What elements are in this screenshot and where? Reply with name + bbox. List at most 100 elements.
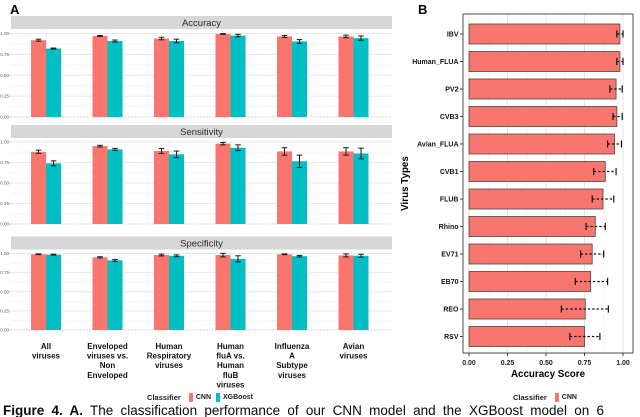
- plot-border: [462, 13, 634, 354]
- category-label-line: fluB: [223, 371, 239, 380]
- legend-label-cnn: CNN: [195, 394, 211, 401]
- y-axis-tick-label: 0.25: [0, 201, 9, 206]
- bar-xgboost: [292, 161, 307, 224]
- panel-a-chart: Accuracy 0.00 0.25 0.50 0.75 1.00 Sensitivity 0…: [0, 16, 392, 389]
- legend-title: Classifier: [513, 393, 547, 402]
- facet-strip: [11, 125, 392, 138]
- figure-caption: Figure 4. A. The classification performa…: [3, 403, 640, 417]
- bar-cnn: [154, 38, 169, 118]
- bar-cnn: [468, 243, 593, 265]
- y-axis-tick-label: 0.00: [0, 115, 9, 120]
- x-axis-tick-label: 0.25: [501, 360, 515, 367]
- bar-xgboost: [107, 260, 123, 330]
- bar-cnn: [468, 106, 618, 127]
- caption-figure-number: Figure 4. A.: [3, 403, 84, 417]
- panel-a-legend: Classifier CNN XGBoost: [0, 392, 400, 403]
- y-axis-tick-label: EB70: [441, 279, 459, 286]
- facet-strip-title: Specificity: [180, 238, 223, 249]
- legend-label-xgboost: XGBoost: [223, 394, 253, 401]
- category-label-line: viruses vs.: [87, 352, 128, 361]
- y-axis-tick-label: 0.00: [0, 222, 9, 227]
- y-axis-tick-label: Rhino: [439, 224, 459, 231]
- bar-cnn: [31, 151, 46, 224]
- y-axis-tick-label: FLUB: [440, 197, 459, 204]
- bar-xgboost: [292, 41, 307, 118]
- bar-xgboost: [230, 147, 246, 224]
- y-axis-tick-label: 0.25: [0, 94, 9, 99]
- bar-xgboost: [46, 48, 61, 117]
- category-label-line: Influenza: [275, 342, 310, 351]
- x-axis-tick-label: 0.50: [539, 360, 553, 367]
- panel-b-legend: Classifier CNN: [455, 392, 635, 403]
- bar-cnn: [468, 78, 617, 100]
- bar-xgboost: [230, 258, 246, 330]
- y-axis-tick-label: 0.75: [0, 160, 9, 165]
- x-axis-category-label: All viruses: [32, 342, 61, 361]
- bar-cnn: [277, 254, 292, 330]
- category-label-line: Respiratory: [147, 352, 192, 361]
- bar-cnn: [154, 255, 169, 330]
- category-label-line: viruses: [32, 352, 61, 361]
- caption-text: The classification performance of our CN…: [90, 403, 605, 417]
- facet-strip-title: Accuracy: [182, 18, 221, 29]
- bar-xgboost: [353, 255, 369, 330]
- bar-cnn: [338, 36, 354, 117]
- y-axis-tick-label: 0.75: [0, 270, 9, 275]
- category-label-line: All: [41, 342, 51, 351]
- bar-cnn: [92, 146, 108, 224]
- x-axis-tick-label: 1.00: [616, 360, 630, 367]
- bar-cnn: [92, 36, 108, 117]
- bar-cnn: [31, 254, 46, 330]
- y-axis-tick-label: 0.50: [0, 289, 9, 294]
- y-axis-tick-label: IBV: [447, 32, 459, 39]
- panel-a-label: A: [10, 2, 20, 17]
- cnn-color-swatch: [188, 393, 193, 402]
- bar-cnn: [468, 271, 592, 292]
- bar-cnn: [468, 23, 621, 45]
- y-axis-tick-label: RSV: [444, 334, 459, 341]
- bar-cnn: [338, 255, 354, 330]
- bar-xgboost: [169, 255, 184, 330]
- y-axis-tick-label: REO: [443, 307, 459, 314]
- panel-b-label: B: [418, 2, 428, 17]
- category-label-line: Avian: [343, 342, 365, 351]
- bar-cnn: [468, 216, 596, 237]
- xgboost-color-swatch: [216, 393, 220, 402]
- bar-cnn: [338, 151, 354, 224]
- bar-xgboost: [46, 163, 61, 224]
- category-label-line: Human: [155, 342, 182, 351]
- y-axis-tick-label: EV71: [441, 252, 458, 259]
- y-axis-tick-label: 0.25: [0, 308, 9, 313]
- bar-xgboost: [46, 254, 61, 330]
- y-axis-tick-label: 1.00: [0, 140, 9, 145]
- y-axis-tick-label: 0.50: [0, 181, 9, 186]
- y-axis-tick-label: 1.00: [0, 31, 9, 36]
- bar-xgboost: [107, 41, 123, 117]
- bar-cnn: [215, 33, 231, 118]
- y-axis-tick-label: Avian_FLUA: [417, 142, 458, 149]
- cnn-color-swatch: [554, 393, 559, 402]
- bar-xgboost: [353, 38, 369, 117]
- category-label-line: fluA vs.: [216, 352, 245, 361]
- y-axis-title: Virus Types: [400, 156, 411, 211]
- y-axis-tick-label: 0.50: [0, 73, 9, 78]
- bar-cnn: [468, 326, 585, 347]
- bar-cnn: [277, 36, 292, 117]
- y-axis-tick-label: Human_FLUA: [412, 59, 458, 66]
- category-label-line: Subtype: [276, 361, 308, 370]
- category-label-line: viruses: [278, 371, 307, 380]
- bar-cnn: [468, 133, 615, 155]
- x-axis-tick-label: 0.75: [578, 360, 592, 367]
- bar-cnn: [277, 151, 292, 224]
- y-axis-tick-label: PV2: [445, 87, 458, 94]
- category-label-line: Enveloped: [87, 371, 128, 380]
- y-axis-tick-label: CVB3: [440, 114, 459, 121]
- bar-cnn: [468, 161, 606, 182]
- x-axis-title: Accuracy Score: [511, 369, 586, 380]
- bar-cnn: [468, 188, 604, 210]
- category-label-line: Human: [217, 342, 244, 351]
- bar-cnn: [215, 255, 231, 330]
- bar-xgboost: [169, 154, 184, 224]
- bar-cnn: [215, 143, 231, 224]
